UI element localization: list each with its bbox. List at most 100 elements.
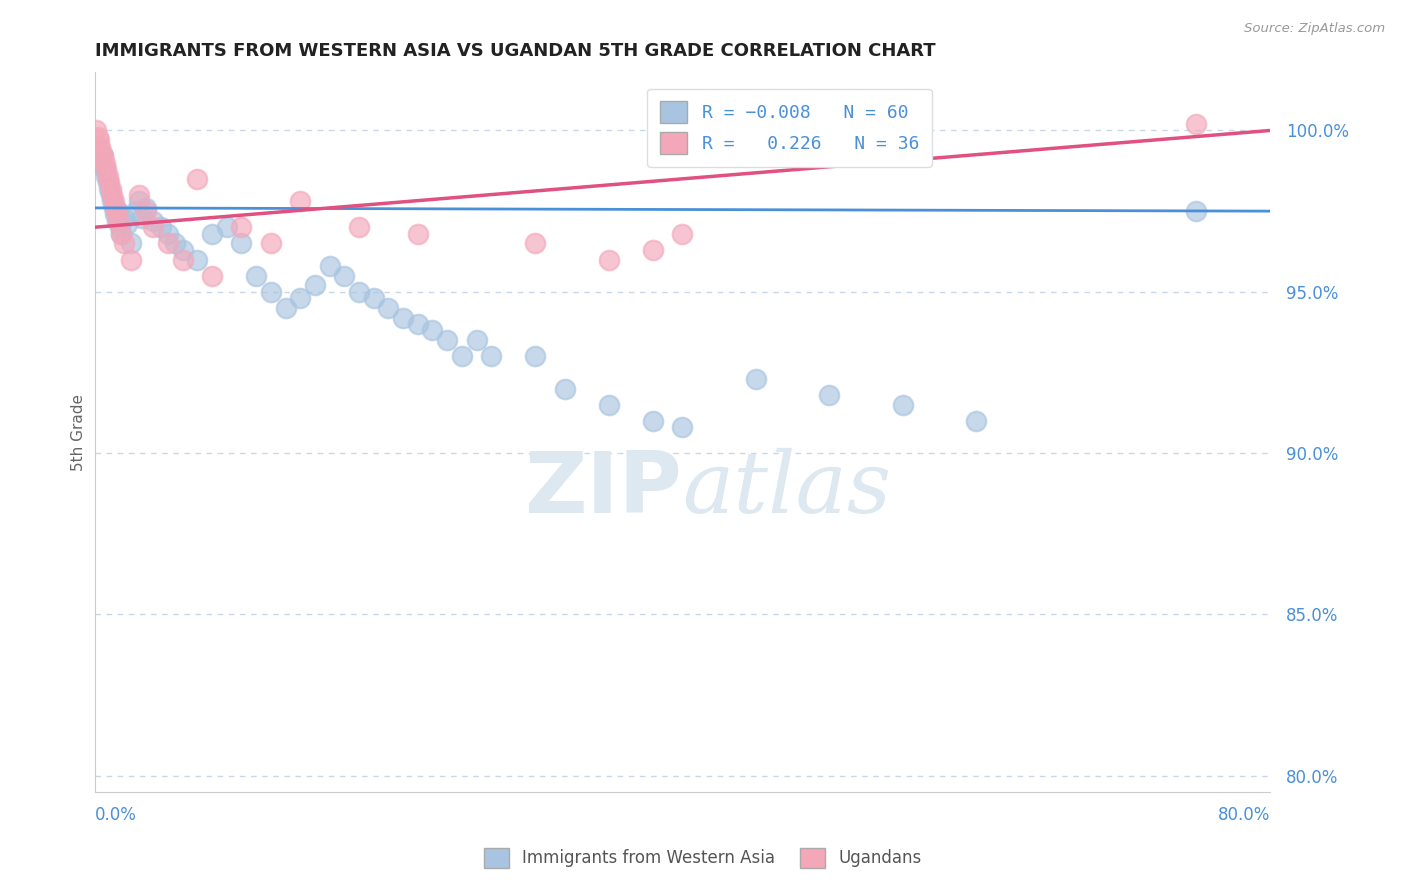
Point — [101, 188, 124, 202]
Point — [260, 236, 283, 251]
Point — [290, 291, 312, 305]
Point — [165, 236, 187, 251]
Point — [671, 420, 693, 434]
Point — [107, 204, 129, 219]
Point — [98, 181, 121, 195]
Point — [201, 227, 224, 241]
Point — [465, 333, 488, 347]
Point — [260, 285, 283, 299]
Point — [128, 194, 150, 209]
Point — [89, 139, 111, 153]
Point — [96, 169, 118, 183]
Point — [524, 236, 547, 251]
Point — [554, 382, 576, 396]
Point — [96, 162, 118, 177]
Point — [347, 285, 370, 299]
Point — [818, 388, 841, 402]
Point — [172, 243, 194, 257]
Point — [186, 172, 208, 186]
Point — [891, 398, 914, 412]
Point — [274, 301, 297, 315]
Point — [347, 220, 370, 235]
Point — [87, 146, 110, 161]
Point — [120, 236, 142, 251]
Point — [377, 301, 399, 315]
Point — [149, 220, 172, 235]
Point — [965, 414, 987, 428]
Point — [142, 220, 165, 235]
Point — [422, 323, 444, 337]
Point — [231, 236, 253, 251]
Point — [598, 252, 620, 267]
Point — [105, 214, 128, 228]
Point — [104, 207, 127, 221]
Point — [641, 414, 664, 428]
Point — [100, 181, 122, 195]
Point — [131, 211, 153, 225]
Point — [90, 159, 112, 173]
Point — [112, 211, 135, 225]
Legend: R = −0.008   N = 60, R =   0.226   N = 36: R = −0.008 N = 60, R = 0.226 N = 36 — [647, 88, 932, 167]
Point — [90, 146, 112, 161]
Point — [363, 291, 385, 305]
Point — [406, 317, 429, 331]
Point — [186, 252, 208, 267]
Text: 0.0%: 0.0% — [94, 806, 136, 824]
Point — [245, 268, 267, 283]
Text: 80.0%: 80.0% — [1218, 806, 1270, 824]
Point — [105, 207, 128, 221]
Point — [318, 259, 340, 273]
Legend: Immigrants from Western Asia, Ugandans: Immigrants from Western Asia, Ugandans — [478, 841, 928, 875]
Point — [108, 220, 131, 235]
Point — [103, 194, 125, 209]
Point — [1185, 204, 1208, 219]
Point — [135, 201, 157, 215]
Point — [87, 133, 110, 147]
Point — [101, 194, 124, 209]
Point — [89, 153, 111, 167]
Point — [304, 278, 326, 293]
Point — [104, 201, 127, 215]
Point — [94, 155, 117, 169]
Point — [86, 139, 108, 153]
Point — [744, 372, 766, 386]
Point — [290, 194, 312, 209]
Point — [125, 204, 148, 219]
Point — [112, 236, 135, 251]
Point — [97, 169, 120, 183]
Point — [100, 188, 122, 202]
Point — [93, 149, 115, 163]
Point — [157, 236, 180, 251]
Point — [93, 149, 115, 163]
Point — [157, 227, 180, 241]
Point — [406, 227, 429, 241]
Point — [86, 130, 108, 145]
Point — [135, 204, 157, 219]
Point — [120, 252, 142, 267]
Point — [201, 268, 224, 283]
Point — [641, 243, 664, 257]
Point — [110, 227, 132, 241]
Point — [598, 398, 620, 412]
Text: ZIP: ZIP — [524, 448, 682, 531]
Text: IMMIGRANTS FROM WESTERN ASIA VS UGANDAN 5TH GRADE CORRELATION CHART: IMMIGRANTS FROM WESTERN ASIA VS UGANDAN … — [94, 42, 935, 60]
Point — [172, 252, 194, 267]
Text: atlas: atlas — [682, 449, 891, 531]
Text: Source: ZipAtlas.com: Source: ZipAtlas.com — [1244, 22, 1385, 36]
Point — [97, 175, 120, 189]
Point — [671, 227, 693, 241]
Point — [215, 220, 238, 235]
Y-axis label: 5th Grade: 5th Grade — [72, 393, 86, 471]
Point — [231, 220, 253, 235]
Point — [103, 201, 125, 215]
Point — [524, 349, 547, 363]
Point — [94, 162, 117, 177]
Point — [450, 349, 472, 363]
Point — [115, 217, 138, 231]
Point — [479, 349, 502, 363]
Point — [392, 310, 415, 325]
Point — [436, 333, 458, 347]
Point — [128, 188, 150, 202]
Point — [1185, 117, 1208, 131]
Point — [110, 227, 132, 241]
